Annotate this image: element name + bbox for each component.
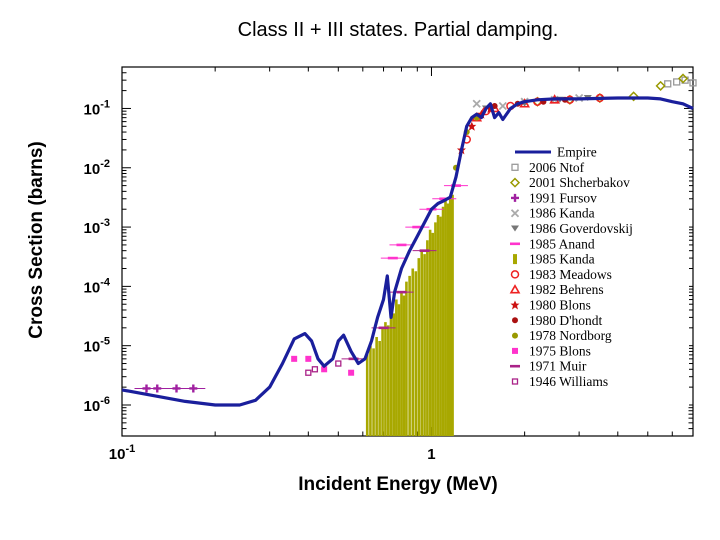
y-tick-label: 10-5 [84, 336, 110, 356]
legend-swatch [510, 209, 520, 218]
legend-item-1946-williams: 1946 Williams [511, 374, 608, 389]
data-point-1991-fursov [189, 384, 198, 393]
data-point-1946-williams [311, 366, 319, 373]
legend-swatch [512, 347, 518, 354]
data-point-2001-shcherbakov [655, 80, 666, 91]
legend-item-empire: Empire [515, 145, 597, 160]
legend-label: 1971 Muir [529, 359, 587, 374]
series-line-empire [121, 96, 694, 407]
legend-swatch [512, 332, 518, 339]
data-point-1991-fursov [153, 384, 162, 393]
legend-label: 1946 Williams [529, 374, 608, 389]
legend-item-1975-blons: 1975 Blons [512, 343, 591, 358]
legend-swatch [512, 317, 518, 324]
y-tick-label-base: 10 [84, 339, 101, 356]
data-point-1986-kanda [472, 99, 481, 108]
x-tick-label: 1 [427, 446, 435, 463]
y-axis-label: Cross Section (barns) [26, 141, 47, 338]
data-point-2006-ntof [673, 78, 681, 86]
legend-swatch [509, 284, 521, 294]
legend-label: 1982 Behrens [529, 282, 604, 297]
y-tick-label-base: 10 [84, 398, 101, 415]
data-point-1991-fursov [172, 384, 181, 393]
chart-title: Class II + III states. Partial damping. [238, 19, 559, 41]
y-tick-label: 10-4 [84, 276, 111, 296]
legend-swatch [511, 193, 519, 202]
data-point-1975-blons [305, 355, 312, 362]
legend-swatch [509, 177, 521, 188]
data-point-2006-ntof [689, 79, 697, 87]
y-tick-label-exponent: -2 [100, 158, 110, 170]
legend-item-1985-kanda: 1985 Kanda [513, 252, 595, 267]
legend-item-1983-meadows: 1983 Meadows [510, 267, 612, 282]
legend-label: 1978 Nordborg [529, 328, 612, 343]
legend-item-2001-shcherbakov: 2001 Shcherbakov [509, 175, 630, 190]
legend-swatch [511, 225, 519, 232]
y-tick-label-base: 10 [84, 101, 101, 118]
legend-item-1980-blons: 1980 Blons [510, 298, 591, 313]
y-tick-label-exponent: -4 [100, 276, 111, 288]
data-point-2006-ntof [664, 80, 672, 88]
data-point-1986-kanda [498, 101, 507, 111]
legend-item-1986-kanda: 1986 Kanda [510, 206, 595, 221]
legend-label: 1980 D'hondt [529, 313, 603, 328]
data-point-1980-blons [467, 121, 477, 131]
legend-label: 2001 Shcherbakov [529, 175, 630, 190]
legend-item-1982-behrens: 1982 Behrens [509, 282, 604, 297]
legend-item-1980-d-hondt: 1980 D'hondt [512, 313, 603, 328]
y-tick-label-exponent: -6 [100, 395, 110, 407]
legend-label: 2006 Ntof [529, 160, 585, 175]
y-tick-label: 10-6 [84, 395, 110, 415]
legend-label: Empire [557, 145, 597, 160]
legend-swatch [511, 378, 519, 385]
legend-label: 1986 Kanda [529, 206, 595, 221]
data-point-1975-blons [321, 366, 328, 373]
data-lines [121, 96, 694, 407]
tick-labels: 10-110-210-310-410-510-610-1 1 [84, 98, 436, 463]
y-tick-label-exponent: -3 [100, 217, 110, 229]
legend-item-1991-fursov: 1991 Fursov [511, 190, 597, 205]
x-tick-label-base: 1 [427, 446, 435, 463]
data-point-1975-blons [291, 355, 298, 362]
legend-label: 1980 Blons [529, 298, 591, 313]
data-point-1975-blons [348, 369, 355, 376]
legend-item-2006-ntof: 2006 Ntof [511, 160, 585, 175]
y-tick-label-exponent: -1 [100, 98, 110, 110]
legend-label: 1985 Anand [529, 236, 595, 251]
legend-swatch [510, 300, 520, 310]
x-tick-label-exponent: -1 [125, 443, 135, 455]
y-tick-label-base: 10 [84, 279, 101, 296]
data-point-2001-shcherbakov [628, 91, 639, 102]
x-tick-label-base: 10 [109, 446, 126, 463]
x-axis-label: Incident Energy (MeV) [298, 474, 498, 495]
y-tick-label-base: 10 [84, 220, 101, 237]
y-tick-label: 10-3 [84, 217, 110, 237]
legend-item-1971-muir: 1971 Muir [510, 359, 587, 374]
legend-swatch [510, 270, 520, 279]
x-tick-label: 10-1 [109, 443, 135, 463]
y-tick-label: 10-2 [84, 158, 110, 178]
legend-label: 1986 Goverdovskij [529, 221, 633, 236]
y-tick-label-exponent: -5 [100, 336, 110, 348]
legend-label: 1975 Blons [529, 343, 591, 358]
legend-label: 1985 Kanda [529, 252, 595, 267]
legend-swatch [513, 254, 517, 265]
axis-ticks [121, 66, 694, 437]
legend-item-1986-goverdovskij: 1986 Goverdovskij [511, 221, 633, 236]
data-bands [365, 194, 454, 436]
legend-item-1985-anand: 1985 Anand [510, 236, 595, 251]
data-point-1946-williams [305, 369, 312, 376]
legend-item-1978-nordborg: 1978 Nordborg [512, 328, 612, 343]
legend-label: 1983 Meadows [529, 267, 612, 282]
legend-background [505, 143, 689, 407]
legend-label: 1991 Fursov [529, 190, 597, 205]
y-tick-label: 10-1 [84, 98, 110, 118]
data-point-1946-williams [335, 360, 342, 367]
data-point-2001-shcherbakov [677, 73, 689, 84]
legend-swatch [511, 163, 519, 171]
y-tick-label-base: 10 [84, 161, 101, 178]
plot-area [121, 66, 697, 437]
